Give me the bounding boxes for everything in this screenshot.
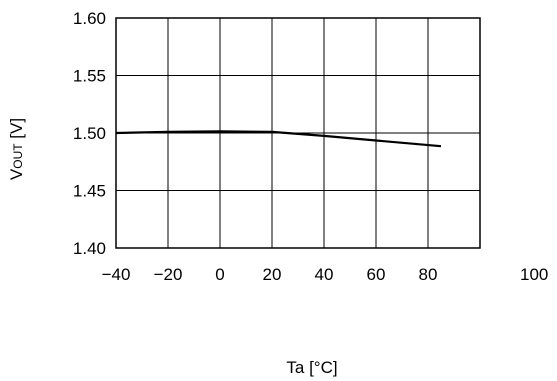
x-axis-title: Ta [°C]: [286, 358, 337, 377]
x-tick-label: −40: [102, 265, 131, 284]
y-tick-label: 1.40: [73, 239, 106, 258]
y-axis-title-main: V: [7, 168, 26, 180]
y-tick-label: 1.60: [73, 9, 106, 28]
x-tick-labels: −40 −20 0 20 40 60 80 100: [102, 265, 549, 284]
x-tick-label: 80: [419, 265, 438, 284]
x-tick-label: 40: [315, 265, 334, 284]
x-tick-label: 0: [215, 265, 224, 284]
y-tick-label: 1.55: [73, 67, 106, 86]
x-tick-label: 20: [263, 265, 282, 284]
y-axis-title: VOUT [V]: [7, 118, 26, 180]
y-tick-label: 1.45: [73, 182, 106, 201]
y-tick-labels: 1.40 1.45 1.50 1.55 1.60: [73, 9, 106, 258]
x-tick-label: 60: [367, 265, 386, 284]
y-axis-title-sub: OUT: [11, 143, 25, 169]
series-line: [115, 130, 442, 148]
plot-frame: [115, 17, 481, 249]
series-layer: [115, 130, 442, 148]
x-tick-label: −20: [154, 265, 183, 284]
y-axis-title-unit: [V]: [7, 118, 26, 144]
x-tick-label: 100: [520, 265, 548, 284]
y-tick-label: 1.50: [73, 124, 106, 143]
